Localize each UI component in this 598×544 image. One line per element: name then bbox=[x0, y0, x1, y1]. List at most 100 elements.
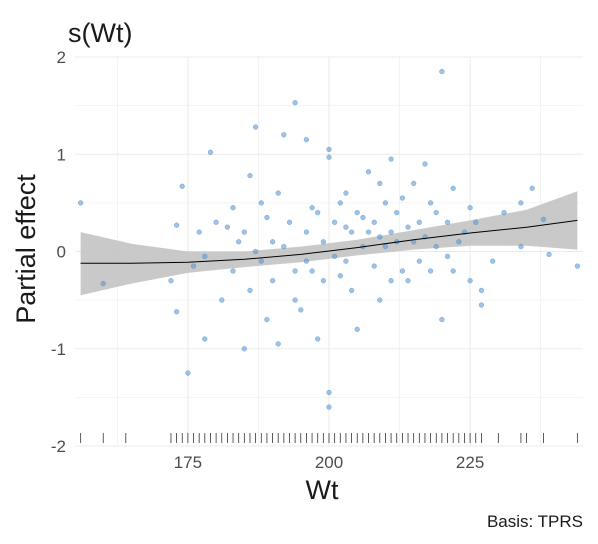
data-point bbox=[529, 185, 535, 191]
data-point bbox=[337, 273, 343, 279]
data-point bbox=[377, 297, 383, 303]
data-point bbox=[292, 268, 298, 274]
data-point bbox=[456, 239, 462, 245]
basis-caption: Basis: TPRS bbox=[487, 512, 583, 531]
data-point bbox=[269, 239, 276, 245]
data-point bbox=[326, 146, 332, 153]
data-point bbox=[416, 258, 422, 264]
x-tick-label: 175 bbox=[174, 453, 202, 472]
y-tick-label: 0 bbox=[57, 243, 66, 262]
data-point bbox=[264, 214, 270, 221]
data-point bbox=[382, 200, 389, 206]
data-point bbox=[478, 302, 485, 308]
data-point bbox=[444, 253, 451, 260]
data-point bbox=[473, 219, 479, 225]
data-point bbox=[247, 172, 253, 179]
data-point bbox=[518, 200, 524, 206]
data-point bbox=[371, 219, 377, 225]
data-point bbox=[315, 209, 321, 216]
data-point bbox=[190, 263, 197, 269]
data-point bbox=[439, 68, 445, 75]
data-point bbox=[247, 287, 253, 294]
data-point bbox=[224, 224, 231, 230]
data-point bbox=[168, 278, 174, 284]
data-point bbox=[230, 205, 236, 211]
data-point bbox=[405, 278, 411, 284]
rug-marks bbox=[80, 433, 578, 443]
data-point bbox=[179, 183, 185, 189]
data-point bbox=[185, 370, 191, 376]
data-point bbox=[360, 214, 366, 221]
data-point bbox=[269, 278, 276, 284]
data-point bbox=[371, 263, 377, 269]
y-tick-label: -2 bbox=[51, 437, 66, 456]
data-point bbox=[258, 200, 264, 206]
y-tick-label: 1 bbox=[57, 145, 66, 164]
data-point bbox=[490, 258, 496, 264]
residual-points bbox=[77, 68, 581, 410]
data-point bbox=[315, 336, 321, 342]
data-point bbox=[275, 341, 281, 347]
data-point bbox=[411, 180, 417, 187]
data-point bbox=[309, 205, 315, 211]
data-point bbox=[236, 239, 242, 245]
data-point bbox=[427, 268, 434, 274]
data-point bbox=[292, 297, 298, 303]
data-point bbox=[422, 161, 428, 167]
data-point bbox=[546, 251, 552, 258]
data-point bbox=[348, 287, 355, 294]
data-point bbox=[348, 229, 355, 235]
data-point bbox=[281, 132, 287, 138]
data-point bbox=[303, 258, 310, 264]
data-point bbox=[450, 268, 456, 274]
data-point bbox=[196, 229, 202, 235]
data-point bbox=[326, 154, 332, 160]
data-point bbox=[241, 229, 247, 235]
data-point bbox=[275, 190, 281, 196]
data-point bbox=[326, 389, 332, 396]
data-point bbox=[388, 229, 394, 235]
data-point bbox=[213, 219, 219, 225]
x-axis-title: Wt bbox=[306, 475, 339, 505]
data-point bbox=[343, 258, 349, 264]
data-point bbox=[501, 209, 507, 216]
data-point bbox=[320, 239, 327, 245]
data-point bbox=[574, 263, 581, 269]
data-point bbox=[207, 149, 214, 155]
y-tick-label: -1 bbox=[51, 340, 66, 359]
data-point bbox=[77, 200, 84, 206]
data-point bbox=[388, 278, 394, 284]
chart-title: s(Wt) bbox=[68, 18, 132, 48]
data-point bbox=[478, 287, 485, 294]
data-point bbox=[241, 346, 247, 352]
data-point bbox=[433, 209, 439, 216]
y-tick-label: 2 bbox=[57, 48, 66, 67]
x-tick-label: 225 bbox=[456, 453, 484, 472]
data-point bbox=[365, 229, 372, 235]
data-point bbox=[365, 169, 372, 175]
data-point bbox=[219, 297, 225, 303]
data-point bbox=[467, 278, 473, 284]
y-axis-title: Partial effect bbox=[11, 174, 41, 324]
data-point bbox=[303, 137, 310, 143]
data-point bbox=[439, 316, 445, 323]
data-point bbox=[399, 268, 406, 274]
data-point bbox=[354, 209, 360, 216]
data-point bbox=[252, 248, 259, 255]
data-point bbox=[518, 243, 524, 250]
data-point bbox=[337, 200, 343, 206]
data-point bbox=[286, 219, 293, 225]
data-point bbox=[382, 243, 389, 250]
x-tick-labels: 175 200 225 bbox=[174, 453, 485, 472]
data-point bbox=[444, 219, 451, 225]
data-point bbox=[450, 185, 456, 191]
data-point bbox=[252, 124, 259, 130]
data-point bbox=[377, 180, 383, 187]
data-point bbox=[173, 222, 180, 228]
data-point bbox=[343, 190, 349, 196]
data-point bbox=[331, 253, 338, 260]
data-point bbox=[467, 205, 473, 211]
data-point bbox=[540, 216, 547, 223]
data-point bbox=[202, 336, 208, 342]
